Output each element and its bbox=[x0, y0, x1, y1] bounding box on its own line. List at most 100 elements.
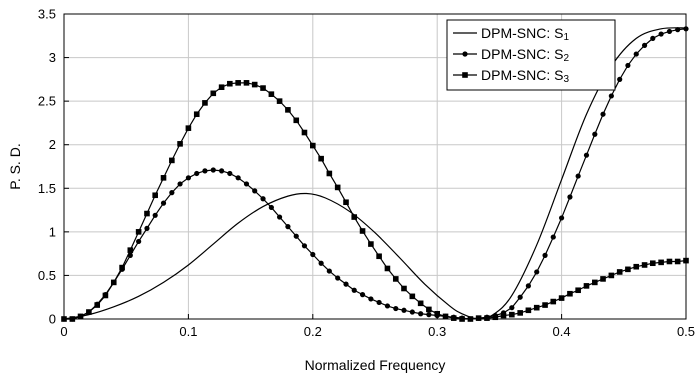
series-2-point bbox=[401, 307, 407, 313]
x-tick-label: 0.5 bbox=[677, 324, 695, 339]
series-3-point bbox=[202, 100, 208, 106]
series-3-point bbox=[641, 262, 648, 268]
legend-marker bbox=[462, 72, 468, 78]
series-3-point bbox=[600, 276, 606, 282]
series-3-point bbox=[608, 272, 615, 279]
series-2-point bbox=[351, 287, 357, 293]
legend-item-3: DPM-SNC: S3 bbox=[453, 67, 569, 85]
series-3-point bbox=[268, 91, 275, 97]
series-3-point bbox=[343, 199, 349, 206]
series-3-point bbox=[285, 107, 291, 113]
series-2-point bbox=[326, 268, 332, 274]
series-2-point bbox=[376, 299, 382, 306]
series-2-point bbox=[633, 51, 639, 57]
series-3-point bbox=[376, 253, 382, 260]
series-3-point bbox=[575, 287, 581, 294]
series-2-point bbox=[235, 175, 241, 181]
series-3-point bbox=[409, 293, 416, 300]
series-3-point bbox=[160, 175, 167, 181]
y-tick-label: 3.5 bbox=[38, 7, 56, 22]
series-3-point bbox=[326, 170, 333, 177]
series-3-point bbox=[210, 90, 217, 97]
series-3-point bbox=[185, 125, 192, 131]
legend-item-1: DPM-SNC: S1 bbox=[453, 25, 569, 43]
series-2-point bbox=[335, 275, 341, 281]
y-tick-label: 1.5 bbox=[38, 181, 56, 196]
series-2-point bbox=[219, 168, 225, 174]
series-3-point bbox=[542, 302, 548, 308]
x-tick-label: 0 bbox=[60, 324, 67, 339]
series-2-point bbox=[658, 31, 664, 37]
legend-label: DPM-SNC: S1 bbox=[481, 25, 569, 43]
series-2-point bbox=[359, 292, 366, 298]
series-3-point bbox=[450, 315, 457, 321]
series-3-point bbox=[500, 312, 507, 319]
series-3-point bbox=[310, 142, 316, 149]
series-2-point bbox=[368, 296, 374, 302]
series-2-point bbox=[525, 283, 531, 289]
y-tick-label: 3 bbox=[49, 50, 56, 65]
series-2-point bbox=[152, 212, 158, 218]
series-3-point bbox=[401, 285, 407, 292]
series-3-point bbox=[243, 80, 250, 86]
series-3-point bbox=[318, 155, 324, 162]
y-tick-label: 2.5 bbox=[38, 94, 56, 109]
series-2-point bbox=[617, 76, 623, 82]
series-3-point bbox=[110, 279, 117, 286]
series-2-point bbox=[210, 167, 216, 173]
series-2-point bbox=[301, 243, 308, 249]
series-3-point bbox=[625, 266, 631, 273]
series-3-point bbox=[492, 314, 499, 321]
series-3-point bbox=[592, 279, 598, 286]
x-tick-label: 0.3 bbox=[428, 324, 446, 339]
series-3-point bbox=[86, 309, 92, 315]
series-2-point bbox=[393, 305, 399, 312]
series-3-point bbox=[558, 295, 565, 301]
series-3-point bbox=[94, 302, 101, 308]
series-2-point bbox=[227, 170, 233, 177]
series-2-point bbox=[318, 260, 324, 266]
series-2-point bbox=[194, 170, 200, 177]
series-2-point bbox=[185, 175, 191, 181]
legend-item-2: DPM-SNC: S2 bbox=[453, 46, 569, 64]
series-2-point bbox=[583, 152, 590, 158]
series-3-point bbox=[177, 141, 183, 147]
series-3-point bbox=[135, 229, 142, 235]
series-2-point bbox=[650, 35, 656, 42]
series-2-point bbox=[550, 234, 556, 240]
x-tick-label: 0.1 bbox=[179, 324, 197, 339]
series-3-point bbox=[77, 313, 84, 320]
series-2-point bbox=[592, 131, 598, 137]
series-3-point bbox=[293, 117, 300, 124]
series-3-point bbox=[144, 210, 150, 217]
series-2-point bbox=[136, 238, 142, 245]
series-2-point bbox=[177, 181, 183, 187]
series-3-point bbox=[384, 265, 391, 272]
series-2-point bbox=[542, 252, 548, 258]
series-3-point bbox=[517, 310, 523, 316]
series-3-point bbox=[127, 247, 134, 253]
series-2-point bbox=[276, 214, 283, 220]
series-2-point bbox=[625, 62, 631, 69]
series-3-point bbox=[633, 263, 640, 270]
series-3-point bbox=[227, 80, 233, 87]
series-2-point bbox=[384, 303, 391, 309]
series-2-point bbox=[641, 42, 648, 48]
series-2-point bbox=[675, 27, 681, 33]
series-2-point bbox=[600, 111, 606, 117]
series-2-point bbox=[310, 251, 316, 258]
series-3-point bbox=[434, 310, 440, 317]
series-2-point bbox=[575, 173, 581, 179]
series-3-point bbox=[334, 184, 341, 191]
series-2-point bbox=[509, 305, 515, 311]
series-group bbox=[61, 26, 689, 322]
series-3-point bbox=[276, 98, 283, 104]
legend-label: DPM-SNC: S3 bbox=[481, 67, 569, 85]
series-2-point bbox=[534, 269, 540, 275]
series-2-point bbox=[243, 181, 250, 187]
series-2-point bbox=[559, 215, 565, 221]
series-3-point bbox=[169, 157, 175, 164]
series-3-point bbox=[359, 228, 366, 234]
series-3-point bbox=[525, 307, 532, 314]
